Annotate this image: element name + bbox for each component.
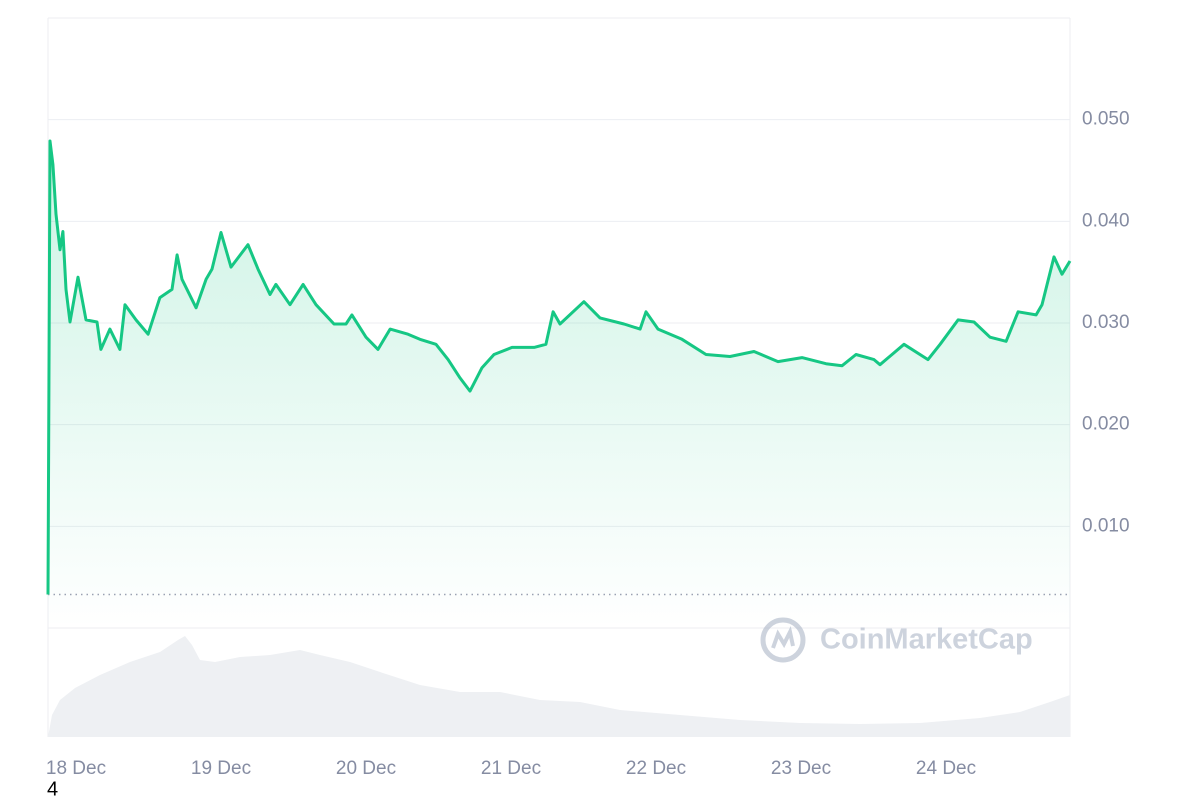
x-tick-label: 20 Dec	[336, 758, 396, 779]
plot-layer: 0.010 0.020 0.030 0.040 0.050 18 Dec 19 Dec 20 …	[46, 109, 1130, 779]
footnote: 4	[47, 778, 58, 800]
x-tick-label: 21 Dec	[481, 758, 541, 779]
price-area	[48, 141, 1070, 628]
x-tick-label: 23 Dec	[771, 758, 831, 779]
x-tick-label: 18 Dec	[46, 758, 106, 779]
y-tick-label: 0.050	[1082, 109, 1130, 130]
x-tick-label: 19 Dec	[191, 758, 251, 779]
y-tick-label: 0.040	[1082, 210, 1130, 231]
x-tick-label: 22 Dec	[626, 758, 686, 779]
price-line	[46, 139, 1072, 595]
y-tick-label: 0.010	[1082, 515, 1130, 536]
watermark-logo-mark	[771, 626, 795, 649]
volume-area	[48, 636, 1070, 737]
watermark-text: CoinMarketCap	[820, 624, 1033, 656]
y-tick-label: 0.030	[1082, 312, 1130, 333]
y-tick-label: 0.020	[1082, 414, 1130, 435]
x-tick-label: 24 Dec	[916, 758, 976, 779]
